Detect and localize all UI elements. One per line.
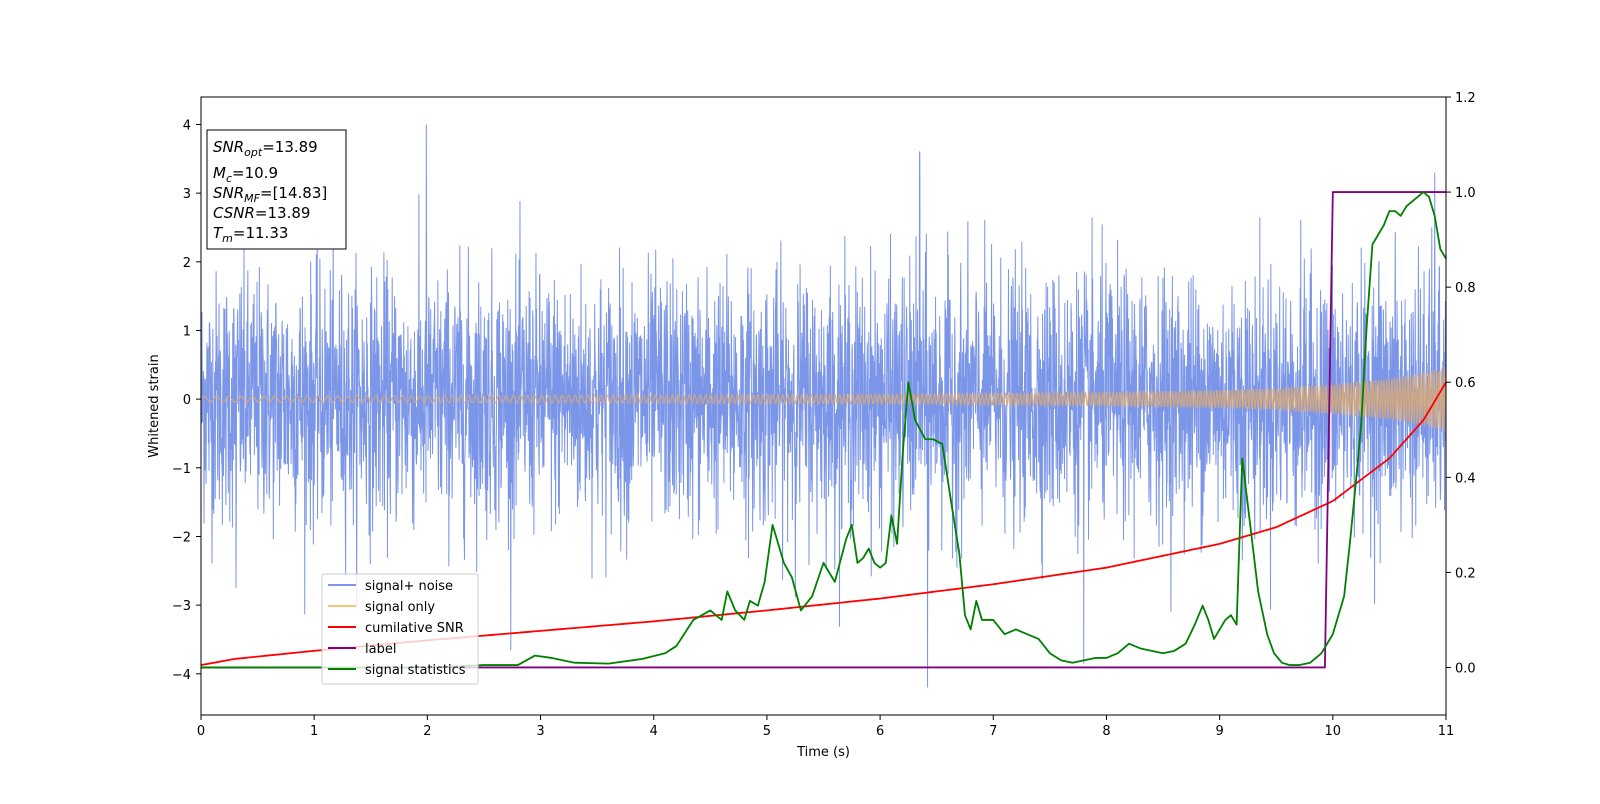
x-tick-label: 7 [989,724,997,739]
y-right-tick-label: 0.8 [1455,281,1476,296]
legend-label-label: label [365,642,396,657]
x-tick-label: 4 [650,724,658,739]
x-tick-label: 1 [310,724,318,739]
y-axis-right-ticks: 0.0 0.2 0.4 0.6 0.8 1.0 1.2 [1446,91,1476,676]
y-right-tick-label: 0.4 [1455,471,1476,486]
legend-label-cumulative-snr: cumilative SNR [365,621,464,636]
y-left-tick-label: 1 [183,324,191,339]
y-left-tick-label: −1 [172,462,191,477]
y-right-tick-label: 0.6 [1455,376,1476,391]
y-left-tick-label: −4 [172,668,191,683]
y-left-tick-label: −3 [172,599,191,614]
y-right-tick-label: 1.2 [1455,91,1476,106]
y-left-tick-label: 2 [183,256,191,271]
info-snr-mf: SNRMF=[14.83] [213,184,327,205]
x-tick-label: 2 [423,724,431,739]
info-csnr: CSNR=13.89 [213,204,310,222]
legend-label-signal-only: signal only [365,600,435,615]
y-axis-title: Whitened strain [147,354,162,457]
x-tick-label: 10 [1325,724,1342,739]
x-axis-ticks: 0 1 2 3 4 5 6 7 8 9 10 11 [197,715,1454,739]
legend-label-signal-statistics: signal statistics [365,663,466,678]
series-line-label [201,191,1446,669]
info-tm: Tm=11.33 [213,224,288,245]
y-right-tick-label: 1.0 [1455,186,1476,201]
series-line-signal-statistics [201,191,1447,669]
x-tick-label: 0 [197,724,205,739]
info-snr-opt: SNRopt=13.89 [213,138,318,159]
y-axis-left-ticks: −4 −3 −2 −1 0 1 2 3 4 [172,118,201,683]
legend-label-signal-noise: signal+ noise [365,579,453,594]
x-tick-label: 9 [1215,724,1223,739]
x-tick-label: 8 [1102,724,1110,739]
signal-statistics-layer [201,191,1447,669]
x-tick-label: 5 [763,724,771,739]
y-right-tick-label: 0.2 [1455,566,1476,581]
y-left-tick-label: 0 [183,393,191,408]
y-left-tick-label: 3 [183,187,191,202]
signal-only-layer [200,366,1447,432]
x-tick-label: 6 [876,724,884,739]
y-left-tick-label: 4 [183,118,191,133]
label-layer [201,191,1446,669]
y-right-tick-label: 0.0 [1455,661,1476,676]
x-tick-label: 11 [1438,724,1455,739]
y-left-tick-label: −2 [172,530,191,545]
plot-frame [200,96,1447,716]
info-box: SNRopt=13.89 Mc=10.9 SNRMF=[14.83] CSNR=… [206,129,347,250]
info-mc: Mc=10.9 [213,164,278,185]
x-tick-label: 3 [536,724,544,739]
series-line-signal-only [200,366,1447,432]
x-axis-title: Time (s) [796,745,850,760]
legend: signal+ noise signal only cumilative SNR… [321,573,479,685]
